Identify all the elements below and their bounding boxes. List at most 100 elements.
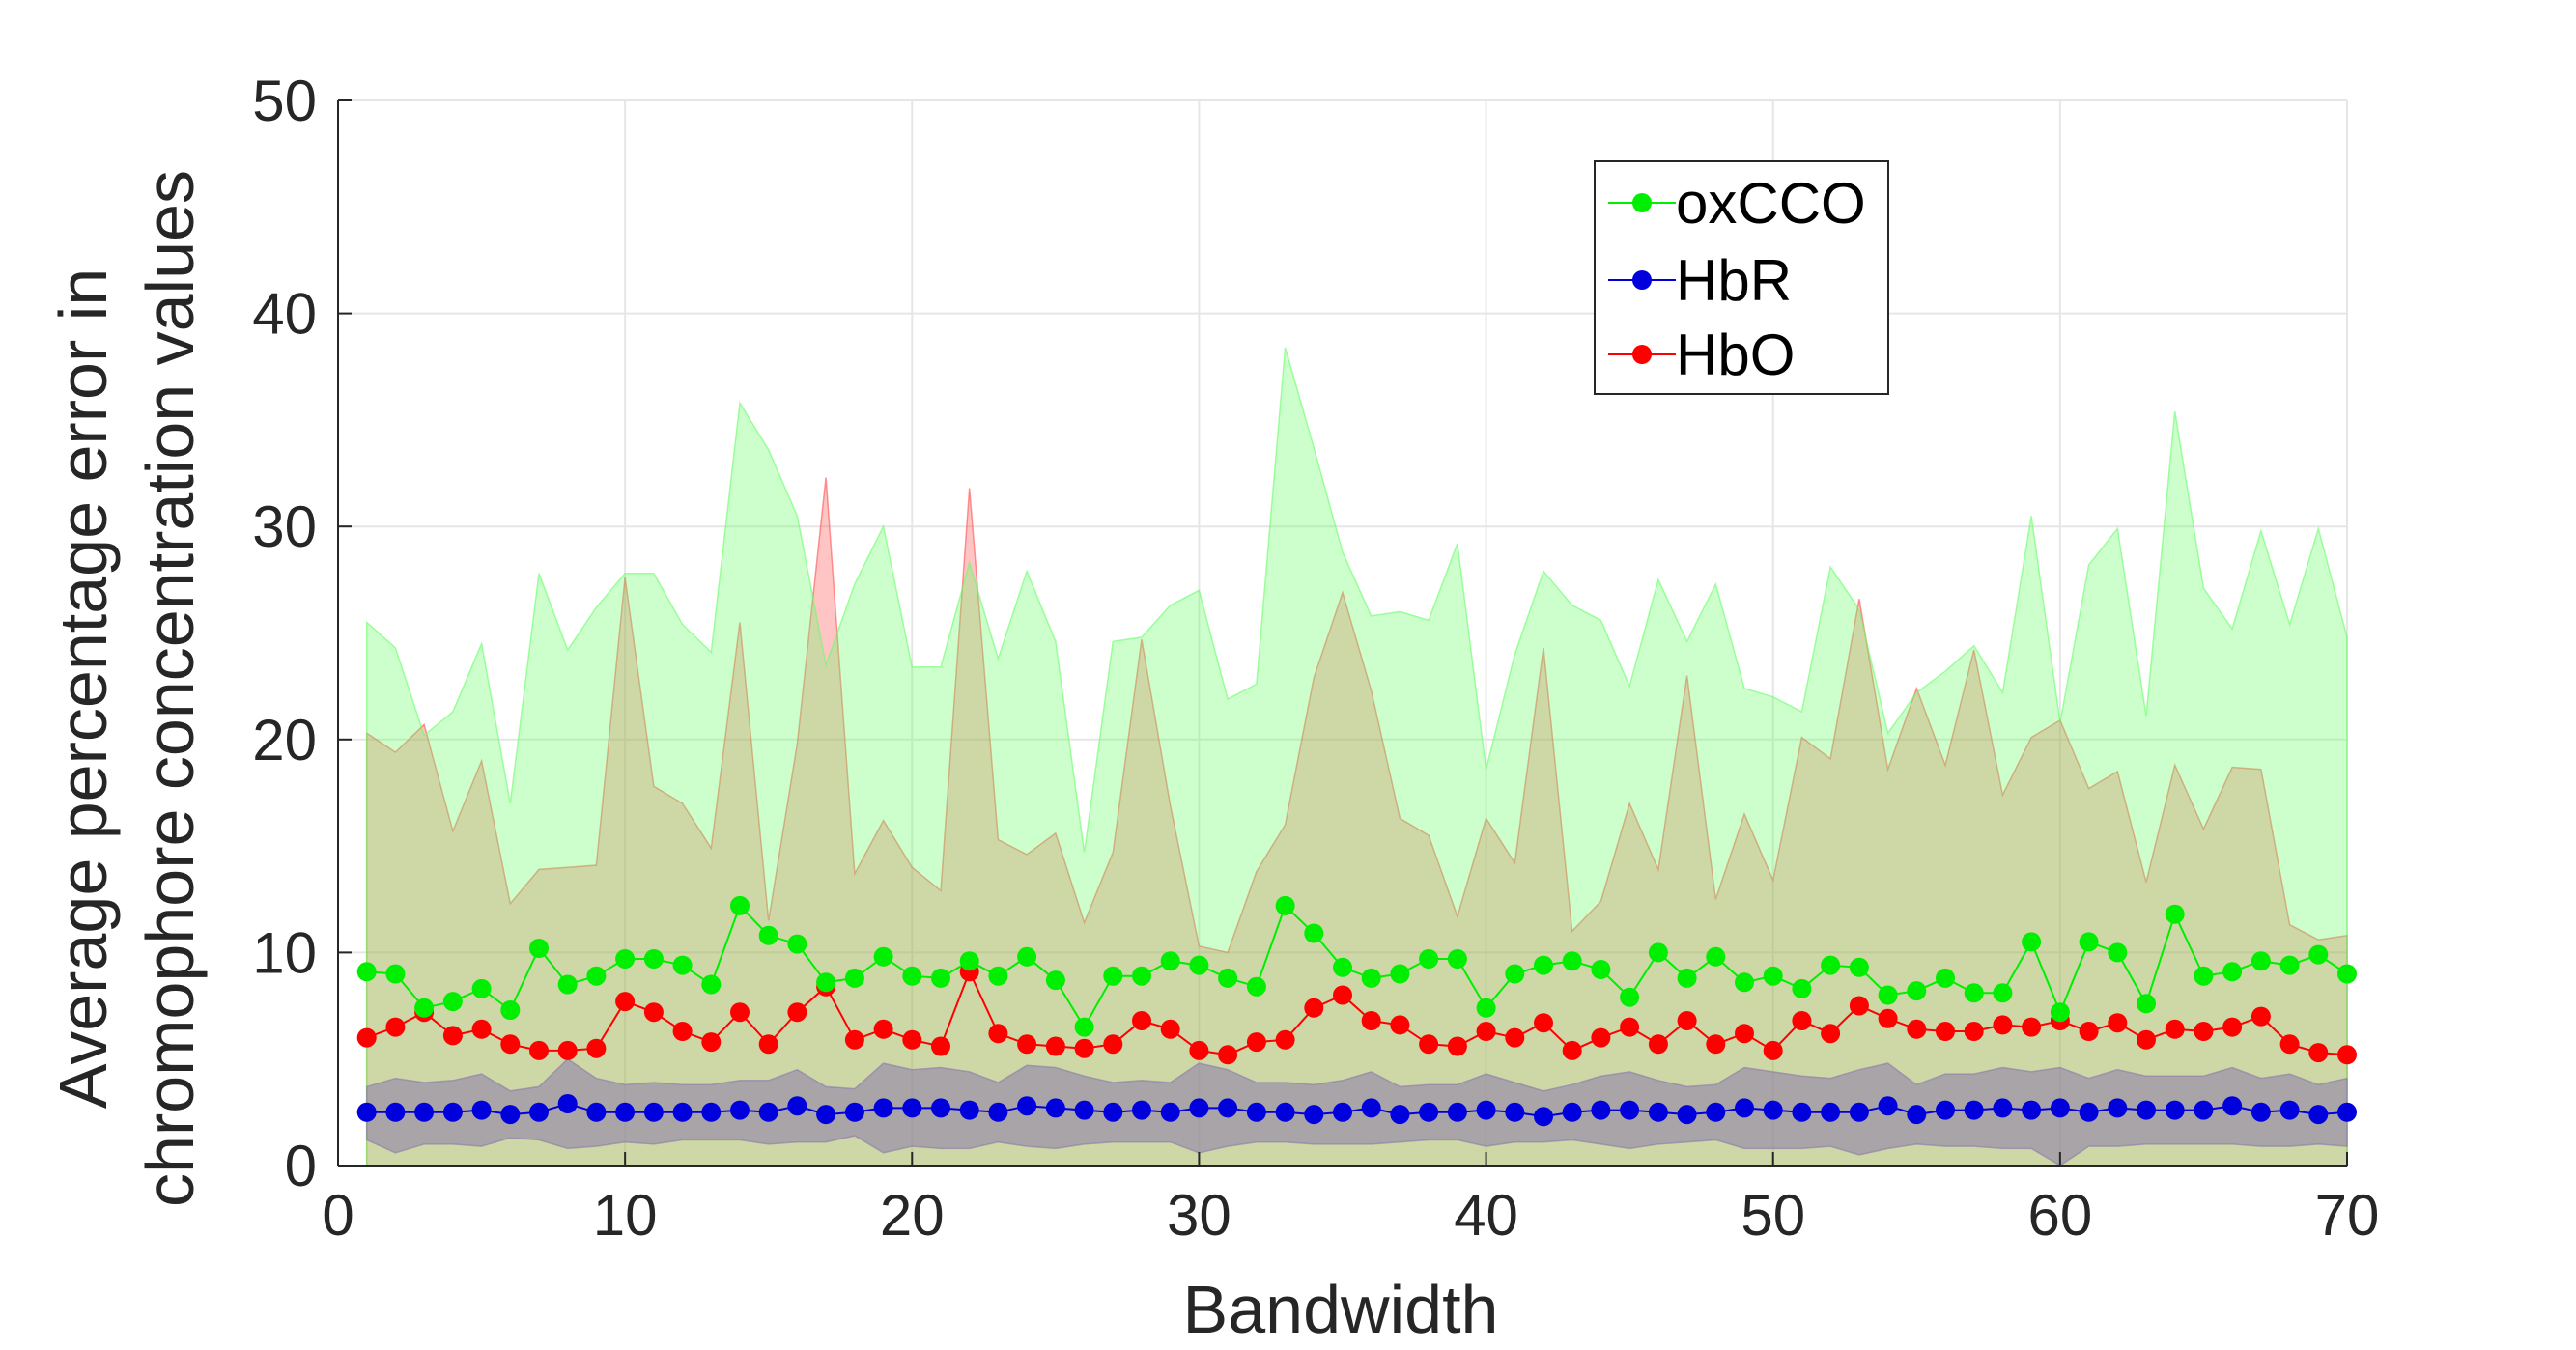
point-HbR xyxy=(1562,1102,1582,1122)
point-HbO xyxy=(2108,1013,2128,1033)
x-tick-label: 60 xyxy=(2027,1183,2092,1248)
point-HbR xyxy=(1361,1098,1381,1118)
legend-label-oxCCO: oxCCO xyxy=(1676,171,1866,236)
point-oxCCO xyxy=(2250,951,2271,971)
point-oxCCO xyxy=(672,955,693,975)
point-HbO xyxy=(1304,998,1324,1018)
point-HbO xyxy=(844,1029,864,1050)
point-HbO xyxy=(1677,1011,1697,1030)
point-HbR xyxy=(2250,1102,2271,1122)
point-HbO xyxy=(1390,1015,1410,1035)
point-HbO xyxy=(1735,1024,1754,1044)
point-oxCCO xyxy=(1534,955,1553,975)
legend-label-HbO: HbO xyxy=(1676,323,1795,387)
point-HbR xyxy=(1849,1102,1869,1122)
point-HbO xyxy=(356,1027,377,1048)
x-tick-label: 0 xyxy=(322,1183,354,1248)
point-HbO xyxy=(1419,1034,1439,1055)
point-HbR xyxy=(1735,1098,1754,1118)
point-HbO xyxy=(931,1036,950,1056)
point-HbO xyxy=(2279,1034,2300,1055)
point-HbR xyxy=(1534,1107,1553,1127)
point-HbO xyxy=(2079,1022,2099,1041)
point-oxCCO xyxy=(1045,970,1065,991)
point-oxCCO xyxy=(385,964,406,984)
point-HbR xyxy=(1936,1100,1955,1120)
point-oxCCO xyxy=(1735,972,1754,993)
point-HbO xyxy=(1821,1024,1841,1044)
point-HbO xyxy=(1505,1027,1525,1048)
point-oxCCO xyxy=(1620,987,1640,1007)
point-oxCCO xyxy=(615,949,636,969)
point-HbO xyxy=(1333,985,1352,1005)
point-oxCCO xyxy=(1419,949,1439,969)
point-HbR xyxy=(1648,1102,1668,1122)
point-HbR xyxy=(1878,1096,1898,1116)
point-oxCCO xyxy=(816,972,836,993)
point-oxCCO xyxy=(902,966,922,986)
point-HbR xyxy=(2222,1096,2243,1116)
point-HbR xyxy=(787,1096,807,1116)
x-tick-label: 30 xyxy=(1167,1183,1231,1248)
point-oxCCO xyxy=(758,925,778,945)
legend: oxCCO HbR HbO xyxy=(1594,160,1889,395)
point-HbR xyxy=(873,1098,893,1118)
point-HbR xyxy=(1304,1105,1324,1125)
point-HbO xyxy=(1017,1034,1037,1055)
point-HbO xyxy=(1706,1034,1726,1055)
point-oxCCO xyxy=(1304,923,1324,943)
point-HbO xyxy=(1103,1034,1123,1055)
point-HbR xyxy=(959,1100,979,1120)
point-oxCCO xyxy=(1677,968,1697,988)
point-oxCCO xyxy=(1103,966,1123,986)
point-oxCCO xyxy=(2022,932,2042,952)
point-HbO xyxy=(2022,1017,2042,1037)
point-HbR xyxy=(529,1102,549,1122)
point-HbR xyxy=(1333,1102,1352,1122)
legend-marker-oxCCO xyxy=(1632,193,1652,212)
point-HbR xyxy=(2079,1102,2099,1122)
point-HbO xyxy=(730,1002,750,1023)
point-oxCCO xyxy=(988,966,1008,986)
point-oxCCO xyxy=(1907,981,1927,1001)
point-HbR xyxy=(2194,1100,2214,1120)
point-HbO xyxy=(2222,1017,2243,1037)
point-HbO xyxy=(2250,1006,2271,1027)
point-HbR xyxy=(730,1100,750,1120)
point-HbR xyxy=(2022,1100,2042,1120)
point-HbO xyxy=(988,1024,1008,1044)
point-oxCCO xyxy=(1562,951,1582,971)
point-oxCCO xyxy=(1476,998,1496,1018)
point-HbR xyxy=(931,1098,950,1118)
point-HbO xyxy=(1246,1032,1266,1053)
y-tick-label: 10 xyxy=(252,920,317,985)
line-HbR xyxy=(366,1102,2348,1118)
point-oxCCO xyxy=(1505,964,1525,984)
point-oxCCO xyxy=(2108,942,2128,963)
x-tick-label: 10 xyxy=(593,1183,658,1248)
point-oxCCO xyxy=(1964,983,1984,1003)
point-oxCCO xyxy=(356,962,377,982)
point-oxCCO xyxy=(1017,946,1037,967)
point-oxCCO xyxy=(1878,985,1898,1005)
point-HbO xyxy=(471,1019,492,1039)
point-oxCCO xyxy=(1160,951,1180,971)
point-oxCCO xyxy=(2137,994,2156,1014)
point-HbO xyxy=(1878,1008,1898,1028)
point-HbO xyxy=(1275,1029,1295,1050)
point-HbO xyxy=(701,1032,722,1053)
point-HbR xyxy=(1390,1105,1410,1125)
point-oxCCO xyxy=(1993,983,2013,1003)
point-oxCCO xyxy=(1074,1017,1094,1037)
point-HbR xyxy=(1821,1102,1841,1122)
point-oxCCO xyxy=(500,1000,521,1020)
point-HbR xyxy=(643,1102,664,1122)
point-HbR xyxy=(1246,1102,1266,1122)
point-HbR xyxy=(500,1105,521,1125)
point-oxCCO xyxy=(1189,955,1209,975)
point-HbR xyxy=(1677,1105,1697,1125)
point-HbO xyxy=(1189,1040,1209,1060)
point-oxCCO xyxy=(414,998,435,1018)
point-oxCCO xyxy=(787,934,807,954)
point-HbO xyxy=(1476,1022,1496,1041)
